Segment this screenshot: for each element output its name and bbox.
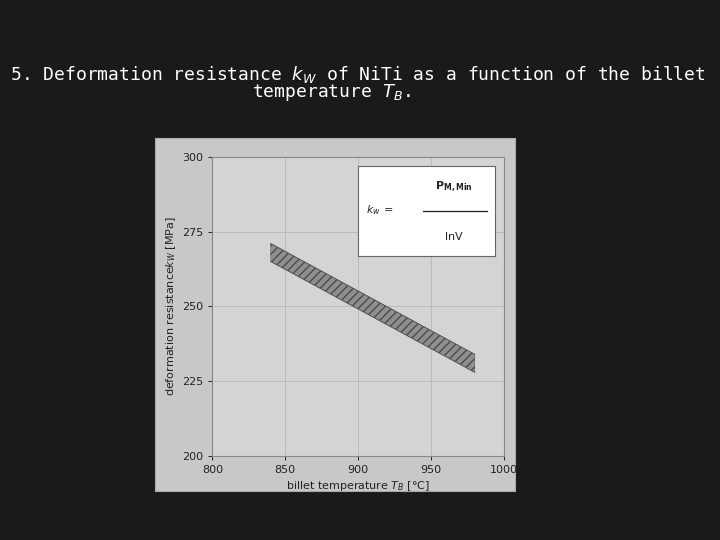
X-axis label: billet temperature $T_B$ [°C]: billet temperature $T_B$ [°C] <box>287 480 430 494</box>
Text: Fig. 5. Deformation resistance $k_W$ of NiTi as a function of the billet: Fig. 5. Deformation resistance $k_W$ of … <box>0 64 706 85</box>
Text: temperature $T_B$.: temperature $T_B$. <box>252 83 410 103</box>
Y-axis label: deformation resistance$k_W$ [MPa]: deformation resistance$k_W$ [MPa] <box>164 217 178 396</box>
